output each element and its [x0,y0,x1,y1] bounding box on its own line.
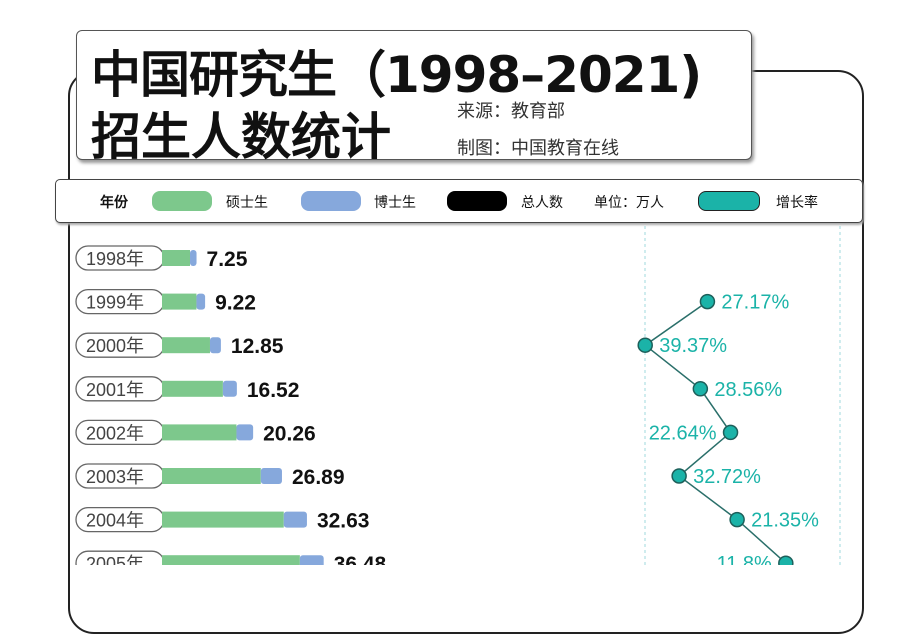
legend: 年份 硕士生 博士生 总人数 单位：万人 增长率 [55,179,863,223]
total-label: 32.63 [317,510,370,533]
legend-unit: 单位：万人 [594,195,664,211]
bar-master [162,337,210,354]
legend-year: 年份 [100,195,128,211]
legend-doctor: 博士生 [374,195,416,211]
growth-label: 11.8% [717,553,772,565]
legend-master: 硕士生 [226,195,268,211]
bar-doctor [209,337,221,354]
chart-svg: 1998年 7.25 1999年 9.22 2000年 12.85 2001年 16.52 20… [75,226,841,565]
growth-label: 39.37% [659,335,727,357]
growth-point [699,293,716,310]
title-box: 中国研究生（1998–2021) 招生人数统计 来源：教育部 制图：中国教育在线 [76,30,752,166]
year-label: 2000年 [86,336,144,356]
chart-title-line1: 中国研究生（1998–2021) [91,46,702,104]
bar-doctor [299,555,324,565]
bar-master [162,468,261,484]
year-label: 2004年 [86,511,144,531]
total-label: 16.52 [247,379,300,402]
bar-master [162,424,237,441]
legend-total: 总人数 [521,195,563,211]
total-label: 20.26 [263,422,316,445]
bar-doctor [196,293,206,310]
legend-swatch-total [447,191,507,211]
bar-master [162,511,284,528]
growth-point [778,555,794,565]
total-label: 26.89 [292,466,345,489]
legend-swatch-doctor [301,191,361,211]
bar-master [162,555,300,565]
bar-master [162,250,191,266]
growth-label: 27.17% [721,292,789,314]
growth-point [729,511,745,528]
bar-doctor [190,250,197,266]
bar-master [162,380,223,397]
year-label: 2003年 [86,467,144,487]
total-label: 12.85 [231,335,284,358]
legend-swatch-growth [698,191,760,211]
total-label: 9.22 [215,292,256,315]
source-text: 来源：教育部 [457,101,565,122]
year-label: 1999年 [86,293,144,313]
bar-doctor [222,380,237,397]
year-label: 2001年 [86,380,144,400]
maker-text: 制图：中国教育在线 [457,138,619,159]
growth-label: 21.35% [751,510,819,532]
total-label: 36.48 [334,553,387,565]
year-label: 2002年 [86,423,144,443]
growth-label: 28.56% [714,379,782,401]
chart-title-line2: 招生人数统计 [91,108,391,166]
growth-label: 22.64% [649,422,717,444]
growth-point [692,381,709,397]
total-label: 7.25 [207,248,248,271]
year-label: 1998年 [86,249,144,269]
bar-doctor [283,511,307,528]
legend-swatch-master [152,191,212,211]
bar-master [162,293,197,310]
legend-growth: 增长率 [776,195,818,211]
growth-point [671,468,687,484]
growth-point [722,424,739,441]
bar-doctor [260,468,282,484]
year-label: 2005年 [86,554,144,565]
bar-doctor [236,424,254,441]
growth-label: 32.72% [693,466,761,488]
growth-point [637,337,653,353]
